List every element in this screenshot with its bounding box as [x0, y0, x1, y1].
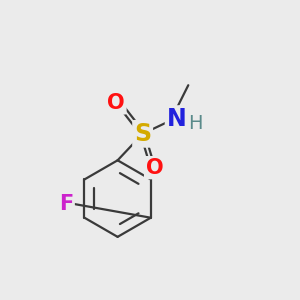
Text: H: H [188, 114, 203, 133]
Text: O: O [107, 93, 125, 113]
Text: F: F [59, 194, 73, 214]
Text: N: N [167, 107, 186, 131]
Text: O: O [146, 158, 163, 178]
Text: S: S [134, 122, 151, 146]
